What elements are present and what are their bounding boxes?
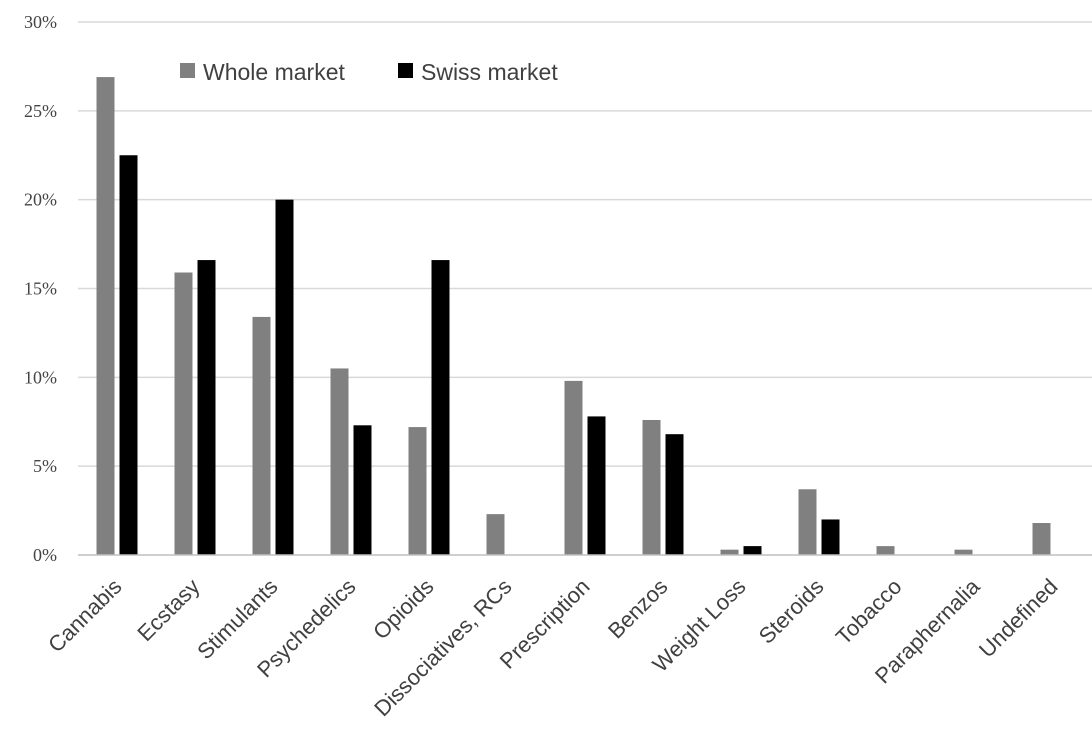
x-tick-label: Opioids xyxy=(368,574,438,644)
bar-whole-market-dissociatives-rcs xyxy=(486,514,505,555)
x-tick-label: Steroids xyxy=(754,574,829,649)
bar-whole-market-undefined xyxy=(1032,523,1051,555)
y-axis-ticks: 0% 5% 10% 15% 20% 25% 30% xyxy=(24,12,57,565)
legend-label-swiss-market: Swiss market xyxy=(421,59,558,85)
legend-swatch-whole-market xyxy=(180,63,195,78)
legend[interactable]: Whole market Swiss market xyxy=(180,59,558,85)
gridlines xyxy=(78,21,1092,467)
y-tick-label: 10% xyxy=(24,367,57,387)
x-tick-label: Cannabis xyxy=(43,574,126,657)
bar-whole-market-steroids xyxy=(798,489,817,555)
bar-swiss-market-benzos xyxy=(665,434,684,555)
y-tick-label: 25% xyxy=(24,101,57,121)
bar-whole-market-paraphernalia xyxy=(954,549,973,555)
y-tick-label: 0% xyxy=(33,545,57,565)
x-tick-label: Dissociatives, RCs xyxy=(369,574,516,721)
bar-whole-market-psychedelics xyxy=(330,368,349,555)
bar-whole-market-benzos xyxy=(642,419,661,555)
x-tick-label: Undefined xyxy=(974,574,1063,663)
bar-whole-market-tobacco xyxy=(876,546,895,555)
bars xyxy=(96,77,1051,556)
x-tick-label: Benzos xyxy=(603,574,673,644)
y-tick-label: 5% xyxy=(33,456,57,476)
legend-label-whole-market: Whole market xyxy=(203,59,345,85)
bar-swiss-market-prescription xyxy=(587,416,606,555)
bar-swiss-market-opioids xyxy=(431,260,450,555)
legend-swatch-swiss-market xyxy=(398,63,413,78)
y-tick-label: 15% xyxy=(24,279,57,299)
bar-swiss-market-psychedelics xyxy=(353,425,372,555)
bar-swiss-market-weight-loss xyxy=(743,546,762,555)
bar-whole-market-opioids xyxy=(408,427,427,555)
bar-whole-market-cannabis xyxy=(96,77,115,556)
y-tick-label: 20% xyxy=(24,190,57,210)
bar-whole-market-prescription xyxy=(564,380,583,555)
bar-swiss-market-steroids xyxy=(821,519,840,555)
bar-whole-market-ecstasy xyxy=(174,272,193,555)
bar-swiss-market-ecstasy xyxy=(197,260,216,555)
x-tick-label: Ecstasy xyxy=(132,574,204,646)
bar-swiss-market-cannabis xyxy=(119,155,138,555)
x-tick-label: Tobacco xyxy=(831,574,907,650)
bar-whole-market-stimulants xyxy=(252,316,271,555)
bar-swiss-market-stimulants xyxy=(275,199,294,555)
y-tick-label: 30% xyxy=(24,12,57,32)
bar-whole-market-weight-loss xyxy=(720,549,739,555)
